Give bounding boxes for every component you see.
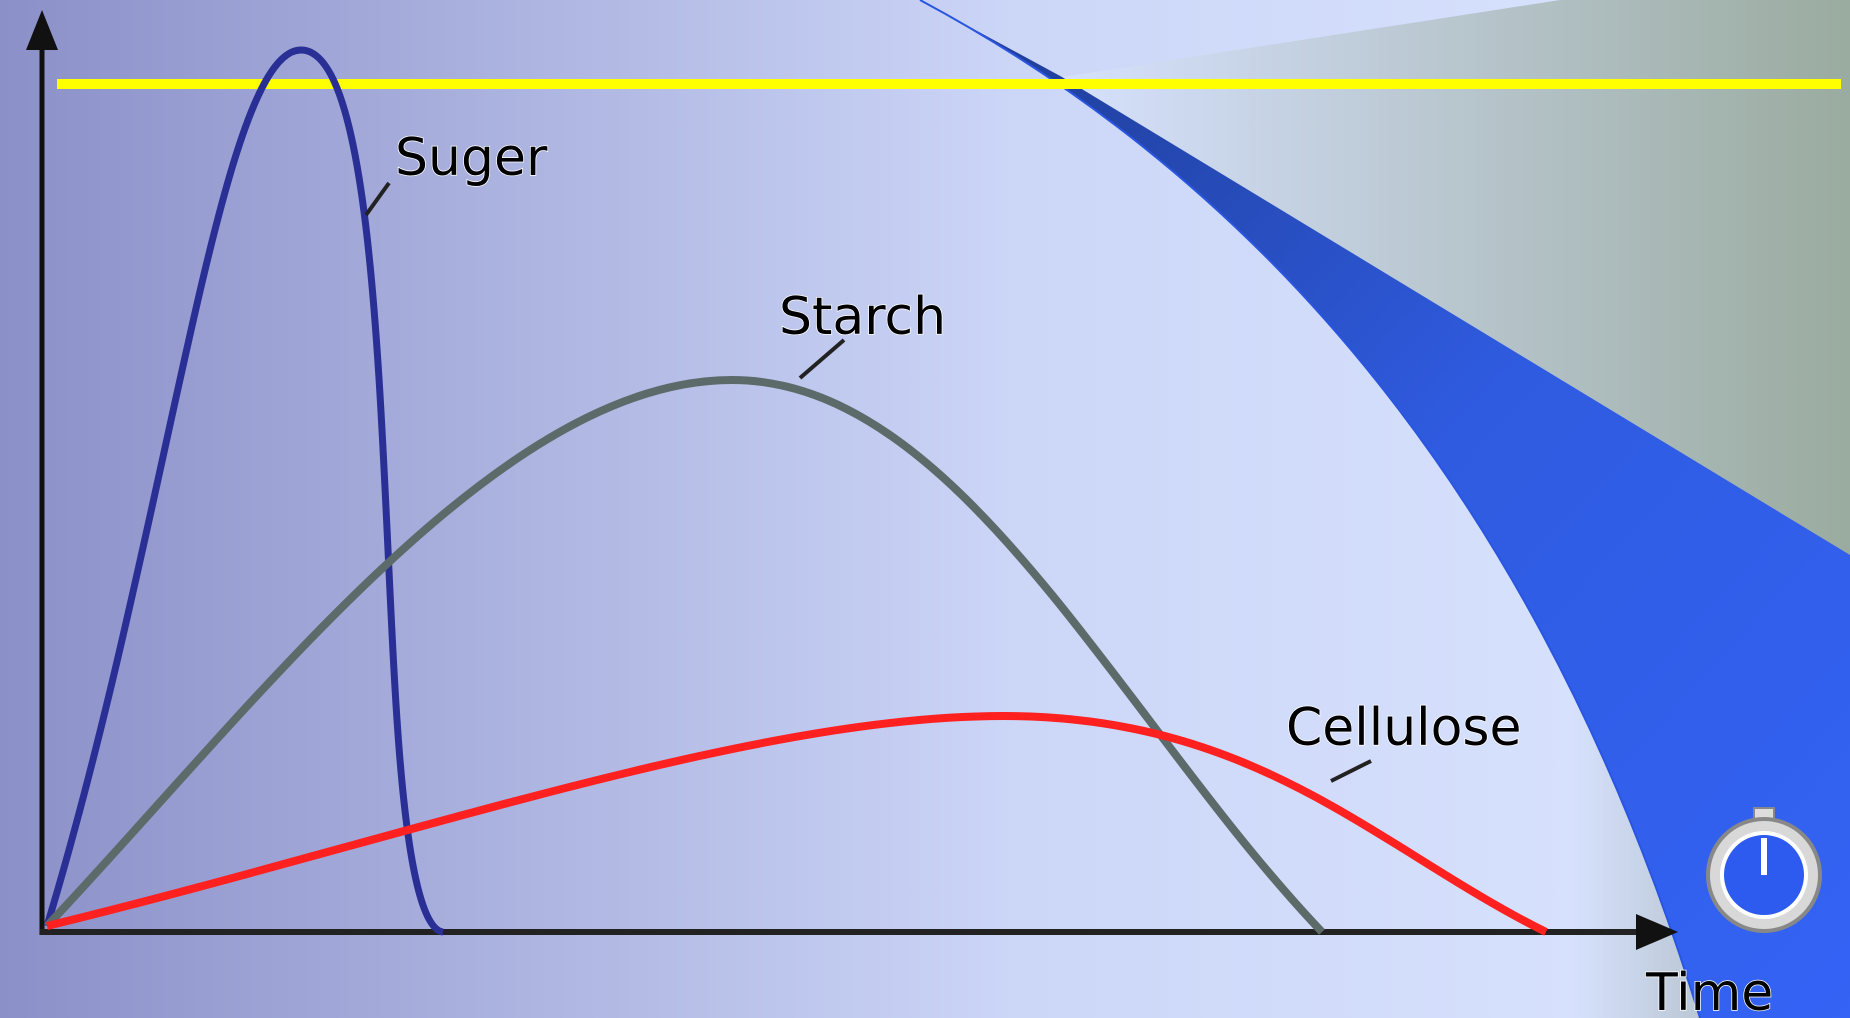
cellulose-label: Cellulose: [1286, 698, 1522, 758]
page: Suger Starch Cellulose Time (() => { con…: [0, 0, 1850, 1018]
starch-label: Starch: [779, 287, 946, 347]
time-label: Time: [1645, 963, 1773, 1018]
diagram: Suger Starch Cellulose Time: [0, 0, 1850, 1018]
sugar-label: Suger: [395, 128, 548, 188]
